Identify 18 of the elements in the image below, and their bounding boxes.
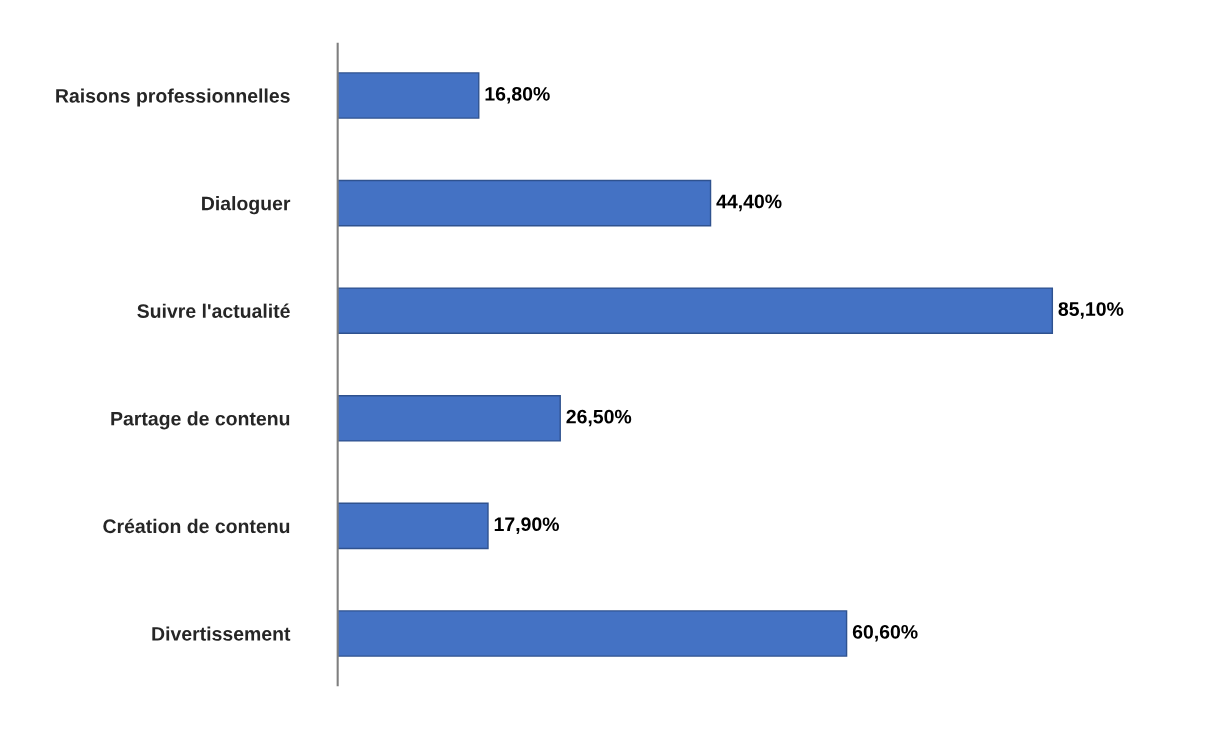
bar <box>337 72 480 119</box>
y-tick-label: Raisons professionnelles <box>56 88 290 107</box>
y-tick-label: Dialoguer <box>202 196 291 215</box>
y-tick-label: Suivre l'actualité <box>137 303 290 318</box>
bar <box>337 287 1054 334</box>
data-label: 60,60% <box>852 624 918 642</box>
y-tick-label: Création de contenu <box>103 518 290 534</box>
y-tick-label: Divertissement <box>152 626 291 641</box>
bar <box>337 179 712 227</box>
data-label: 16,80% <box>485 86 550 104</box>
data-label: 17,90% <box>494 517 559 534</box>
data-label: 85,10% <box>1058 302 1124 319</box>
data-label: 44,40% <box>716 194 782 212</box>
bar <box>337 610 848 657</box>
bar <box>337 502 489 550</box>
y-tick-label: Partage de contenu <box>111 411 290 430</box>
data-label: 26,50% <box>566 409 632 427</box>
bar <box>337 395 561 442</box>
